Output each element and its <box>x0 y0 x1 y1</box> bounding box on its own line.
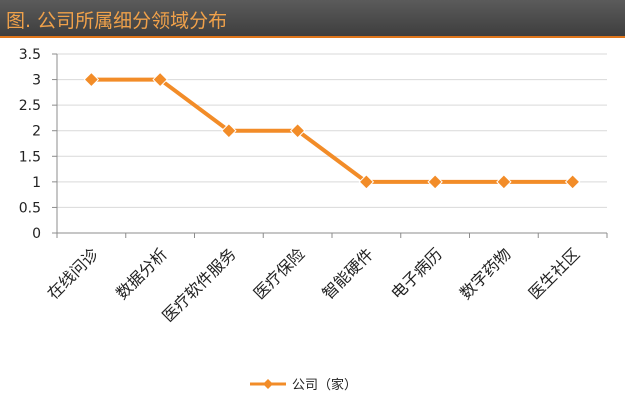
y-tick-label: 1.5 <box>19 149 41 165</box>
data-point-marker <box>83 71 100 88</box>
title-accent-line <box>0 36 625 38</box>
y-tick-label: 3.5 <box>19 47 41 63</box>
legend-marker <box>263 379 273 389</box>
y-tick-label: 3 <box>32 73 41 89</box>
data-point-marker <box>427 174 443 190</box>
data-point-marker <box>496 174 512 190</box>
y-tick-label: 0.5 <box>19 200 41 216</box>
x-tick-label: 数据分析 <box>112 244 171 303</box>
title-bar: 图. 公司所属细分领域分布 <box>0 0 625 36</box>
y-tick-label: 1 <box>32 175 41 191</box>
x-tick-label: 医疗保险 <box>250 244 309 303</box>
y-tick-label: 2.5 <box>19 98 41 114</box>
x-tick-label: 在线问诊 <box>44 244 103 303</box>
data-point-marker <box>289 123 306 139</box>
data-point-marker <box>358 174 375 190</box>
data-point-marker <box>152 71 168 88</box>
series-line <box>89 77 575 184</box>
legend-label: 公司（家） <box>292 377 357 393</box>
x-tick-label: 智能硬件 <box>319 244 378 303</box>
y-tick-label: 2 <box>32 124 41 140</box>
data-point-marker <box>221 123 237 139</box>
x-tick-label: 电子病历 <box>387 244 446 303</box>
data-point-marker <box>564 174 581 190</box>
page-title: 图. 公司所属细分领域分布 <box>6 10 228 32</box>
x-tick-label: 医疗软件服务 <box>158 244 239 325</box>
y-tick-label: 0 <box>32 226 41 242</box>
x-tick-label: 数字药物 <box>456 244 515 303</box>
x-tick-label: 医生社区 <box>525 244 584 303</box>
